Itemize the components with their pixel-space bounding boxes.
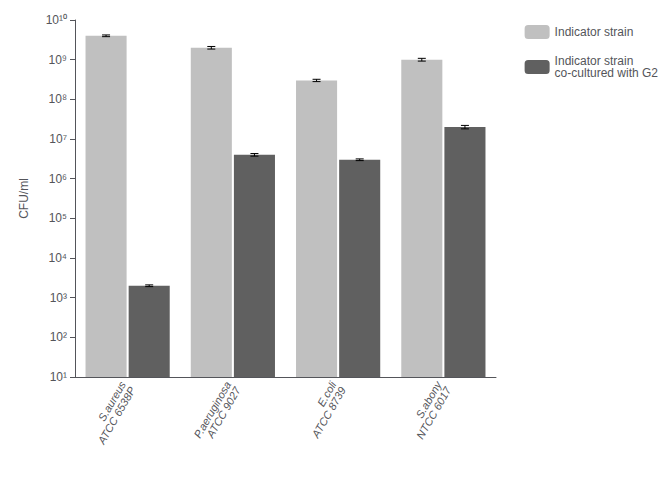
svg-text:Indicator strain: Indicator strain xyxy=(555,25,634,39)
svg-text:10⁶: 10⁶ xyxy=(49,172,67,186)
svg-text:co-cultured with G2: co-cultured with G2 xyxy=(555,66,659,80)
svg-text:10⁹: 10⁹ xyxy=(49,53,68,67)
svg-text:S.aureus: S.aureus xyxy=(95,379,129,424)
svg-text:S.abony: S.abony xyxy=(413,379,444,421)
svg-text:10³: 10³ xyxy=(50,291,67,305)
svg-text:E.coli: E.coli xyxy=(314,379,339,409)
svg-text:Indicator strain: Indicator strain xyxy=(554,54,634,68)
svg-text:10²: 10² xyxy=(50,330,67,344)
svg-text:10¹: 10¹ xyxy=(50,370,67,384)
svg-text:P.aeruginosa: P.aeruginosa xyxy=(191,379,234,441)
svg-text:CFU/ml: CFU/ml xyxy=(17,178,31,219)
svg-text:ATCC 9027: ATCC 9027 xyxy=(204,384,244,441)
svg-text:10⁵: 10⁵ xyxy=(49,211,67,225)
svg-text:ATCC 8739: ATCC 8739 xyxy=(309,385,348,441)
svg-text:10⁷: 10⁷ xyxy=(49,132,67,146)
svg-text:10¹⁰: 10¹⁰ xyxy=(46,13,67,27)
svg-text:ATCC 6538P: ATCC 6538P xyxy=(95,384,138,447)
svg-text:10⁸: 10⁸ xyxy=(49,92,67,106)
svg-text:10⁴: 10⁴ xyxy=(48,251,67,265)
svg-text:NTCC 6017: NTCC 6017 xyxy=(414,384,454,441)
